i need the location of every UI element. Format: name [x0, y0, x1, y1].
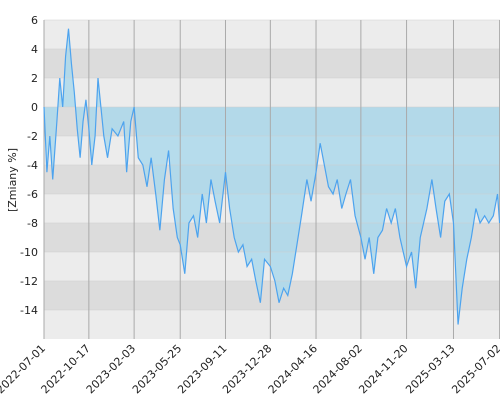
y-tick-label: -12: [20, 275, 38, 288]
y-tick-label: 6: [31, 14, 38, 27]
y-axis-label: [Zmiany %]: [6, 148, 19, 212]
data-line: [43, 28, 500, 325]
area-fill: [44, 28, 500, 325]
y-tick-label: 0: [31, 101, 38, 114]
grid-band: [44, 49, 500, 78]
x-tick-label: 2025-07-02: [449, 342, 500, 396]
y-tick-label: -4: [27, 159, 38, 172]
x-tick-label: 2024-11-20: [356, 342, 410, 396]
y-tick-label: -6: [27, 188, 38, 201]
grid-band: [44, 281, 500, 310]
y-tick-label: -8: [27, 217, 38, 230]
y-tick-label: -2: [27, 130, 38, 143]
y-tick-label: -14: [20, 304, 38, 317]
y-tick-label: -10: [20, 246, 38, 259]
y-tick-label: 2: [31, 72, 38, 85]
y-tick-label: 4: [31, 43, 38, 56]
